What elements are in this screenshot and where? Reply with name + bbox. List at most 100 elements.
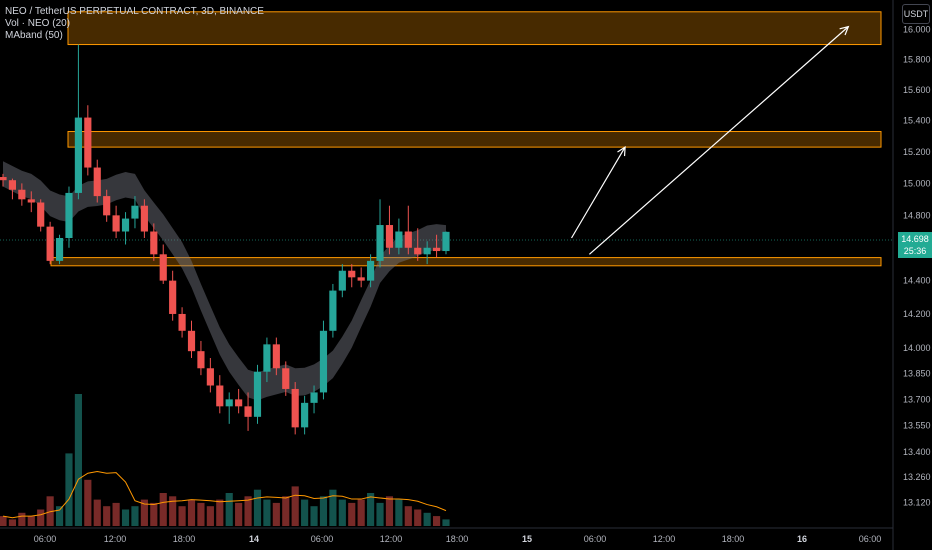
time-tick-label: 18:00 bbox=[173, 534, 196, 544]
volume-bar bbox=[18, 512, 26, 526]
candle-body bbox=[310, 392, 318, 403]
price-tick-label: 13.700 bbox=[903, 394, 931, 404]
candle-body bbox=[74, 117, 82, 193]
time-tick-label: 14 bbox=[249, 534, 259, 544]
maband-indicator-label[interactable]: MAband (50) bbox=[5, 30, 63, 41]
time-tick-label: 06:00 bbox=[584, 534, 607, 544]
price-tick-label: 15.400 bbox=[903, 116, 931, 126]
candle-body bbox=[159, 254, 167, 281]
time-tick-label: 12:00 bbox=[380, 534, 403, 544]
candle-body bbox=[225, 399, 233, 407]
candle-body bbox=[18, 189, 26, 200]
price-tick-label: 15.200 bbox=[903, 147, 931, 157]
bar-countdown: 25:36 bbox=[903, 246, 927, 256]
candle-body bbox=[291, 388, 299, 428]
candle-body bbox=[244, 406, 252, 417]
price-tick-label: 15.800 bbox=[903, 55, 931, 65]
candle-body bbox=[84, 117, 92, 168]
price-tick-label: 14.200 bbox=[903, 309, 931, 319]
candle-body bbox=[272, 344, 280, 369]
last-price-value: 14.698 bbox=[901, 234, 929, 244]
candle-body bbox=[395, 231, 403, 248]
chart-legend: NEO / TetherUS PERPETUAL CONTRACT, 3D, B… bbox=[5, 6, 264, 42]
volume-bar bbox=[37, 509, 45, 526]
volume-bar bbox=[253, 489, 262, 526]
time-tick-label: 18:00 bbox=[722, 534, 745, 544]
candle-body bbox=[112, 215, 120, 232]
time-tick-label: 12:00 bbox=[104, 534, 127, 544]
volume-bar bbox=[150, 502, 158, 526]
candle-body bbox=[404, 231, 412, 248]
price-tick-label: 14.000 bbox=[903, 343, 931, 353]
candle-body bbox=[103, 196, 111, 216]
candle-body bbox=[348, 270, 356, 278]
volume-bar bbox=[197, 502, 205, 526]
volume-bar bbox=[367, 493, 375, 526]
volume-bar bbox=[404, 506, 412, 526]
volume-bar bbox=[423, 512, 431, 526]
time-tick-label: 16 bbox=[797, 534, 807, 544]
volume-bar bbox=[169, 496, 177, 526]
time-tick-label: 15 bbox=[522, 534, 532, 544]
candle-body bbox=[27, 199, 35, 203]
candle-body bbox=[376, 225, 384, 261]
volume-layer bbox=[0, 394, 450, 526]
time-tick-label: 06:00 bbox=[311, 534, 334, 544]
volume-bar bbox=[291, 486, 299, 526]
candle-body bbox=[121, 218, 130, 232]
ma-band bbox=[3, 161, 446, 401]
volume-bar bbox=[187, 499, 196, 526]
candle-body bbox=[93, 167, 101, 197]
candle-layer bbox=[0, 44, 450, 435]
price-tick-label: 14.800 bbox=[903, 210, 931, 220]
candle-body bbox=[338, 270, 346, 291]
candle-body bbox=[169, 280, 177, 314]
volume-bar bbox=[310, 506, 318, 526]
volume-bar bbox=[55, 506, 64, 526]
candle-body bbox=[432, 247, 441, 252]
volume-bar bbox=[216, 499, 224, 526]
time-tick-label: 12:00 bbox=[653, 534, 676, 544]
candle-body bbox=[329, 290, 337, 331]
price-tick-label: 13.400 bbox=[903, 447, 931, 457]
candle-body bbox=[282, 368, 290, 389]
time-tick-label: 18:00 bbox=[446, 534, 469, 544]
currency-button[interactable]: USDT bbox=[902, 4, 930, 24]
volume-bar bbox=[235, 502, 243, 526]
candle-body bbox=[65, 192, 73, 238]
candle-body bbox=[178, 313, 186, 331]
zone-0 bbox=[67, 11, 882, 46]
volume-bar bbox=[282, 496, 290, 526]
projection-arrows bbox=[571, 25, 850, 255]
candle-body bbox=[319, 330, 328, 393]
candle-body bbox=[301, 402, 309, 428]
arrow-head-0 bbox=[617, 145, 626, 157]
volume-bar bbox=[263, 499, 271, 526]
candle-body bbox=[197, 351, 205, 369]
time-axis[interactable]: 06:00 12:00 18:00 14 06:00 12:00 18:00 15 06:00 1… bbox=[34, 534, 882, 544]
symbol-title[interactable]: NEO / TetherUS PERPETUAL CONTRACT, 3D, B… bbox=[5, 6, 264, 17]
volume-bar bbox=[432, 516, 441, 526]
candle-body bbox=[253, 371, 262, 417]
time-tick-label: 06:00 bbox=[859, 534, 882, 544]
volume-bar bbox=[376, 502, 384, 526]
last-price-badge: 14.698 25:36 bbox=[898, 232, 932, 258]
candle-body bbox=[46, 226, 54, 261]
candle-body bbox=[263, 344, 271, 372]
candle-body bbox=[55, 237, 64, 261]
volume-indicator-label[interactable]: Vol · NEO (20) bbox=[5, 18, 71, 29]
projection-arrow-1 bbox=[588, 26, 849, 255]
volume-bar bbox=[131, 506, 139, 526]
candle-body bbox=[8, 180, 17, 190]
price-tick-label: 15.600 bbox=[903, 85, 931, 95]
volume-bar bbox=[301, 499, 309, 526]
volume-bar bbox=[272, 502, 280, 526]
volume-bar bbox=[140, 499, 148, 526]
price-tick-label: 13.120 bbox=[903, 497, 931, 507]
volume-bar bbox=[244, 496, 252, 526]
candle-body bbox=[206, 368, 214, 386]
volume-bar bbox=[103, 506, 111, 526]
candle-body bbox=[216, 385, 224, 407]
volume-bar bbox=[27, 516, 35, 526]
